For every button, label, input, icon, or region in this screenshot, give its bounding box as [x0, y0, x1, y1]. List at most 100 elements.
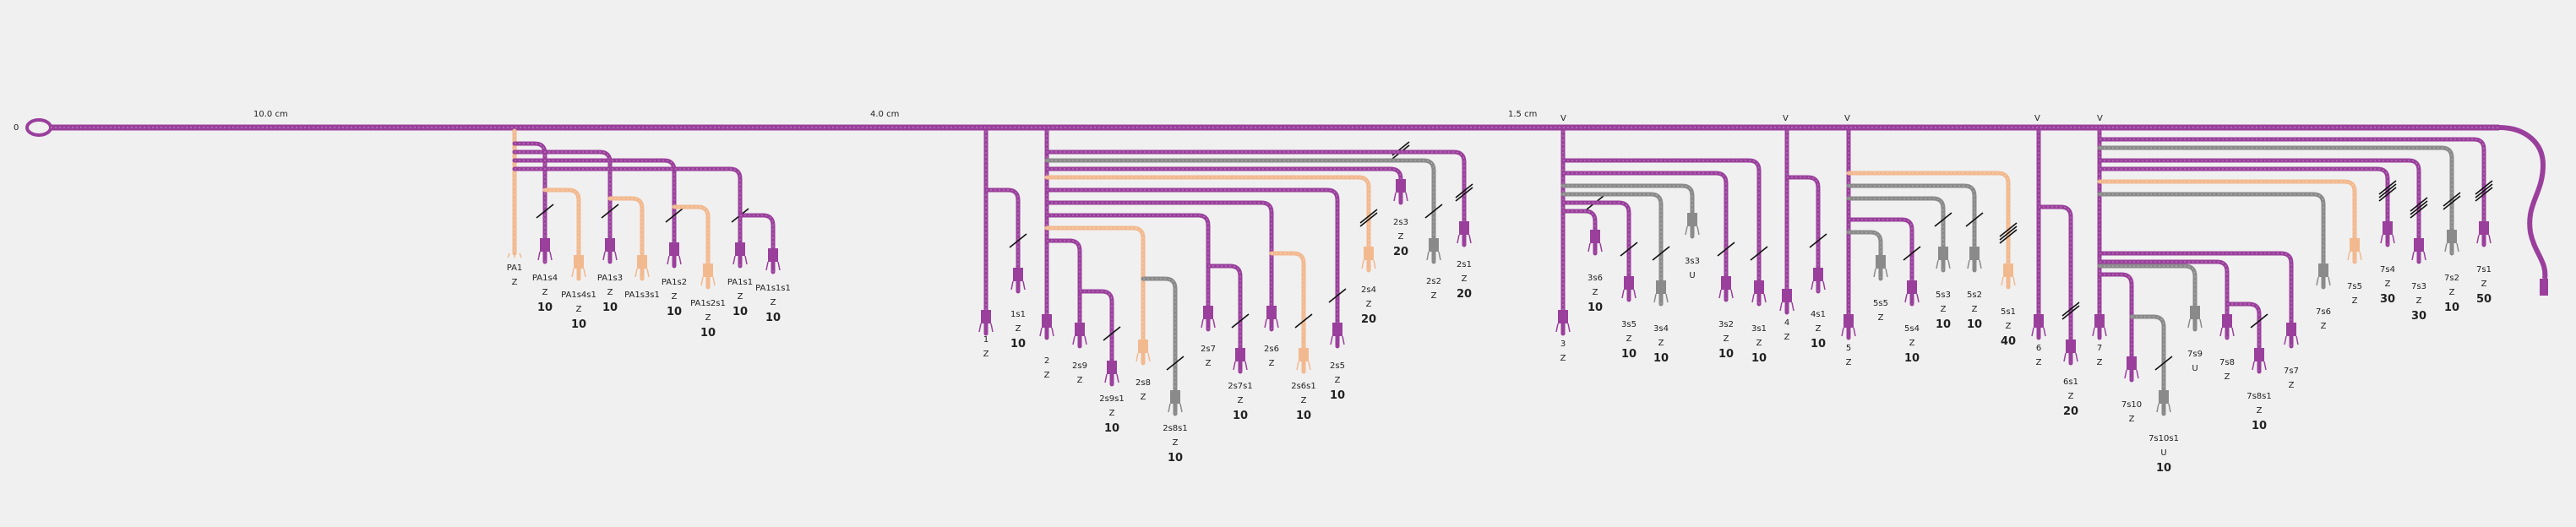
- cord-2s1-strand: [1044, 149, 1467, 247]
- cord-2s9s1-count: 10: [1104, 422, 1119, 435]
- cord-2s8-strand: [1044, 225, 1146, 366]
- cord-7s4-strand: [2097, 166, 2390, 247]
- cord-2s4-knot: Z: [1366, 300, 1372, 309]
- cord-2s4-cut-mark: [1359, 212, 1378, 227]
- cord-2s7s1-cut-mark: [1231, 313, 1250, 329]
- start-loop-icon: [25, 118, 52, 137]
- cord-5-knot: Z: [1846, 358, 1852, 367]
- cord-2s8s1-knot: Z: [1173, 438, 1179, 448]
- cord-pa1s1s1-knot: Z: [771, 298, 776, 307]
- cord-7s7-strand: [2097, 251, 2294, 349]
- cord-3s6-count: 10: [1588, 302, 1603, 314]
- cord-5s3-knot: Z: [1941, 305, 1947, 314]
- cord-7s5-strand: [2097, 179, 2357, 264]
- cord-2s3-knot: Z: [1398, 232, 1404, 242]
- cord-2s8s1-cut-mark: [1166, 356, 1185, 371]
- cord-2s1-knot: Z: [1462, 274, 1468, 284]
- cord-2s8s1-name: 2s8s1: [1163, 424, 1188, 433]
- cord-2s7s1-knot-icon: [1235, 348, 1245, 361]
- cord-7s10s1-knot: U: [2160, 448, 2166, 458]
- cord-2-knot: Z: [1044, 371, 1050, 380]
- cord-2s5-cut-mark: [1328, 288, 1347, 303]
- cord-3s2-strand: [1560, 171, 1729, 302]
- cord-pa1s2s1-strand: [672, 204, 711, 290]
- cord-3s6-knot: Z: [1593, 288, 1598, 297]
- cord-3s2-count: 10: [1718, 348, 1734, 361]
- cord-7s3-knot: Z: [2416, 296, 2422, 306]
- cord-5s3-strand: [1846, 196, 1946, 273]
- cord-4s1-cut-mark: [1809, 233, 1827, 248]
- cord-5s5-name: 5s5: [1873, 299, 1888, 308]
- cord-2s2-cut-mark: [1424, 204, 1443, 219]
- cord-1s1-name: 1s1: [1010, 310, 1026, 319]
- cord-5s4-knot-icon: [1907, 280, 1917, 294]
- cord-5s1-cut-mark: [1999, 229, 2018, 244]
- cord-2s3-count: 20: [1393, 246, 1408, 258]
- cord-7s2-strand: [2097, 145, 2454, 256]
- cord-1s1-knot: Z: [1016, 324, 1021, 334]
- cord-2s4-name: 2s4: [1361, 285, 1376, 295]
- cord-2s2-knot: Z: [1431, 291, 1437, 301]
- cord-3s2-name: 3s2: [1718, 320, 1734, 329]
- cord-5s2-strand: [1846, 183, 1977, 273]
- cord-3s1-cut-mark: [1750, 246, 1768, 261]
- cord-7s10s1-knot-icon: [2159, 390, 2169, 404]
- cord-5-name: 5: [1846, 344, 1851, 353]
- v-marker-5: V: [2097, 114, 2103, 123]
- cord-7s10s1-name: 7s10s1: [2148, 434, 2179, 443]
- cord-7s10-name: 7s10: [2121, 400, 2142, 410]
- cord-5s1-knot: Z: [2006, 322, 2012, 331]
- cord-7s1-cut-mark: [2475, 187, 2493, 202]
- scale-label-1: 10.0 cm: [253, 110, 288, 119]
- cord-5s4-knot: Z: [1909, 339, 1915, 348]
- cord-3s6-name: 3s6: [1588, 274, 1603, 283]
- cord-pa1s2s1-knot: Z: [705, 313, 711, 323]
- cord-1s1-cut-mark: [1009, 233, 1027, 248]
- cord-2s9s1-knot-icon: [1107, 361, 1117, 374]
- cord-2s7-knot-icon: [1203, 306, 1213, 319]
- cord-pa1s3-count: 10: [602, 302, 618, 314]
- cord-3s4-cut-mark: [1652, 246, 1670, 261]
- cord-2s9-knot-icon: [1075, 323, 1085, 336]
- cord-1-knot-icon: [981, 310, 991, 323]
- cord-pa1s4-name: PA1s4: [532, 274, 558, 283]
- cord-7s2-name: 7s2: [2444, 274, 2459, 283]
- cord-7s3-count: 30: [2411, 310, 2426, 323]
- cord-3s5-strand: [1560, 200, 1631, 302]
- cord-5s2-knot-icon: [1969, 247, 1980, 260]
- cord-7s8s1-strand: [2225, 302, 2262, 374]
- cord-5s4-strand: [1846, 217, 1914, 307]
- cord-2s8s1-strand: [1141, 276, 1178, 416]
- cord-pa1s1-knot-icon: [735, 242, 745, 256]
- cord-pa1s2s1-name: PA1s2s1: [690, 299, 726, 308]
- cord-pa1s4s1-knot-icon: [574, 255, 584, 269]
- cord-pa1s3s1-knot-icon: [637, 255, 647, 269]
- cord-5s3-name: 5s3: [1936, 291, 1951, 300]
- cord-7s7-knot: Z: [2289, 381, 2295, 390]
- cord-2s9s1-cut-mark: [1103, 326, 1121, 341]
- cord-3s1-knot: Z: [1756, 339, 1762, 348]
- cord-6-knot: Z: [2036, 358, 2042, 367]
- cord-7s10-knot-icon: [2127, 356, 2137, 370]
- cord-2s6s1-cut-mark: [1294, 313, 1313, 329]
- cord-7s9-name: 7s9: [2187, 350, 2203, 359]
- cord-3s1-name: 3s1: [1751, 324, 1767, 334]
- cord-7s4-knot: Z: [2385, 280, 2391, 289]
- cord-2s8-knot: Z: [1141, 393, 1146, 402]
- cord-4s1-knot: Z: [1816, 324, 1822, 334]
- cord-7-name: 7: [2097, 344, 2102, 353]
- cord-pa1s2-name: PA1s2: [662, 278, 687, 287]
- cord-7s8s1-knot: Z: [2257, 406, 2263, 416]
- cord-7s10-strand: [2097, 272, 2134, 383]
- cord-2s8-name: 2s8: [1136, 378, 1151, 388]
- cord-pa1s2-knot: Z: [672, 292, 678, 302]
- cord-7s3-cut-mark: [2410, 204, 2428, 219]
- cord-pa1-name: PA1: [507, 264, 523, 273]
- cord-3s5-knot-icon: [1624, 276, 1634, 290]
- cord-1-knot: Z: [983, 350, 989, 359]
- cord-2s8s1-knot-icon: [1170, 390, 1180, 404]
- cord-pa1s4-count: 10: [537, 302, 553, 314]
- cord-3s5-name: 3s5: [1621, 320, 1637, 329]
- cord-5s4-cut-mark: [1903, 246, 1921, 261]
- cord-4-knot-icon: [1782, 289, 1792, 302]
